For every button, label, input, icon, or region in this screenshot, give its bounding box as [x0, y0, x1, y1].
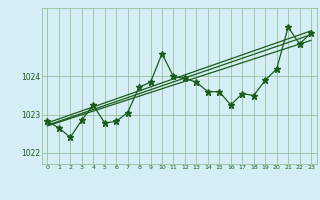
- Text: Graphe pression niveau de la mer (hPa): Graphe pression niveau de la mer (hPa): [58, 182, 262, 191]
